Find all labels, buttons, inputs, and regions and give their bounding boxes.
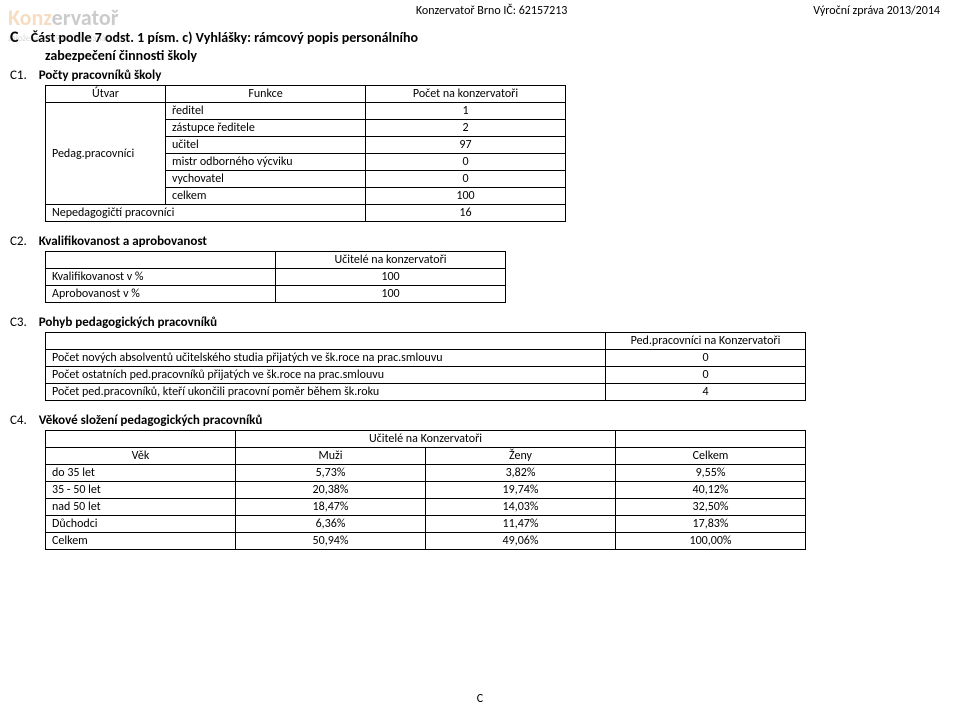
table-row: Ped.pracovníci na Konzervatoři	[46, 333, 806, 350]
logo-part-1: Konz	[8, 4, 52, 31]
table-row: Důchodci6,36%11,47%17,83%	[46, 516, 806, 533]
table-row: do 35 let5,73%3,82%9,55%	[46, 465, 806, 482]
c2-table: Učitelé na konzervatoři Kvalifikovanost …	[45, 251, 506, 303]
c4-label: C4.	[10, 413, 36, 428]
c1-hdr-b: Funkce	[166, 86, 366, 103]
table-row: Učitelé na Konzervatoři	[46, 431, 806, 448]
watermark-logo: Konzervatoř založena 1919 leošem janáčke…	[0, 0, 133, 48]
table-row: Učitelé na konzervatoři	[46, 252, 506, 269]
section-title-line2: zabezpečení činnosti školy	[10, 47, 940, 64]
page-footer: C	[0, 692, 960, 706]
logo-subtitle: založena 1919 leošem janáčkem	[8, 33, 125, 44]
table-row: Útvar Funkce Počet na konzervatoři	[46, 86, 566, 103]
c1-label: C1.	[10, 68, 36, 83]
table-row: 35 - 50 let20,38%19,74%40,12%	[46, 482, 806, 499]
c4-table: Učitelé na Konzervatoři Věk Muži Ženy Ce…	[45, 430, 806, 550]
section-c-title: C Část podle 7 odst. 1 písm. c) Vyhlášky…	[10, 28, 940, 47]
table-row: Počet ped.pracovníků, kteří ukončili pra…	[46, 384, 806, 401]
c3-table: Ped.pracovníci na Konzervatoři Počet nov…	[45, 332, 806, 401]
table-row: Nepedagogičtí pracovníci 16	[46, 205, 566, 222]
c3-title: Pohyb pedagogických pracovníků	[39, 315, 217, 330]
table-row: Počet ostatních ped.pracovníků přijatých…	[46, 367, 806, 384]
header-right: Výroční zpráva 2013/2014	[813, 4, 940, 18]
c1-group: Pedag.pracovníci	[46, 103, 166, 205]
table-row: Kvalifikovanost v %100	[46, 269, 506, 286]
c2-title: Kvalifikovanost a aprobovanost	[39, 234, 207, 249]
table-row: Věk Muži Ženy Celkem	[46, 448, 806, 465]
c1-title: Počty pracovníků školy	[39, 68, 162, 83]
c4-title: Věkové složení pedagogických pracovníků	[39, 413, 263, 428]
logo-part-2: ervatoř	[52, 4, 119, 31]
table-row: Aprobovanost v %100	[46, 286, 506, 303]
table-row: Celkem50,94%49,06%100,00%	[46, 533, 806, 550]
c1-table: Útvar Funkce Počet na konzervatoři Pedag…	[45, 85, 566, 222]
table-row: nad 50 let18,47%14,03%32,50%	[46, 499, 806, 516]
table-row: Počet nových absolventů učitelského stud…	[46, 350, 806, 367]
table-row: Pedag.pracovníci ředitel 1	[46, 103, 566, 120]
header-center: Konzervatoř Brno IČ: 62157213	[170, 4, 813, 18]
c3-label: C3.	[10, 315, 36, 330]
c1-hdr-a: Útvar	[46, 86, 166, 103]
c2-label: C2.	[10, 234, 36, 249]
c1-hdr-c: Počet na konzervatoři	[366, 86, 566, 103]
